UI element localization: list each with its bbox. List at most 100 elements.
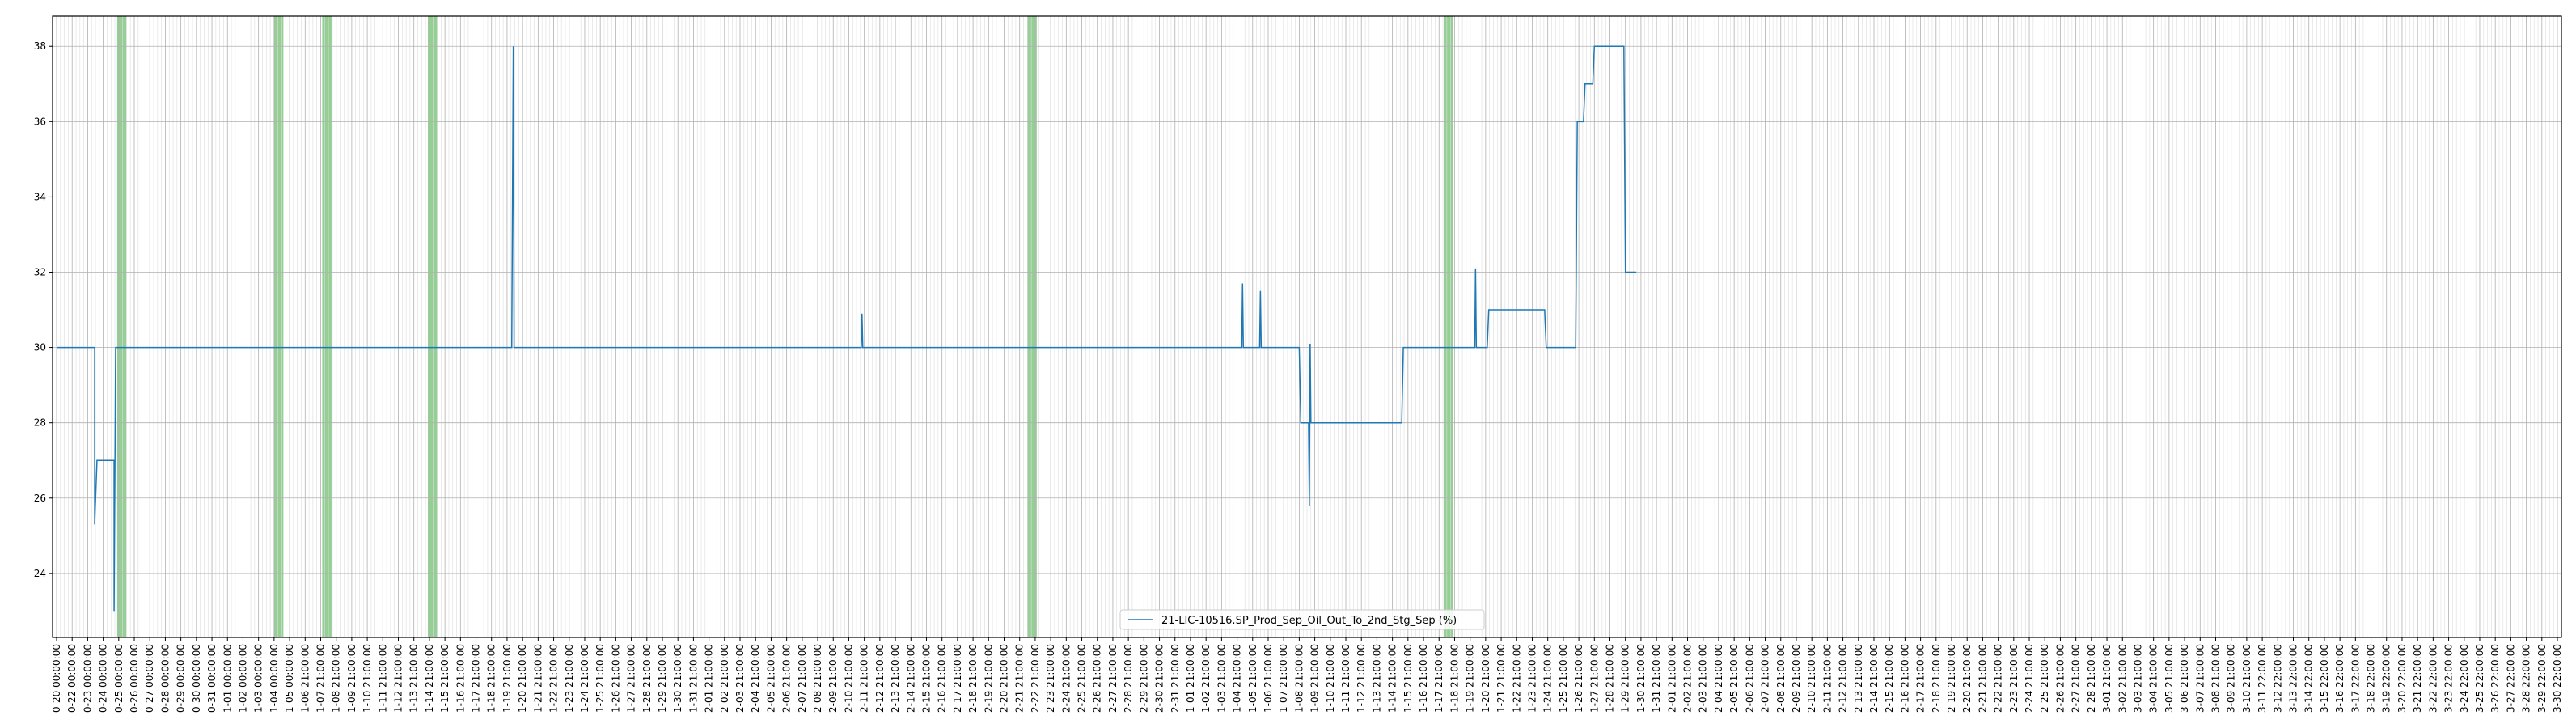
x-tick-label: 1-07 21:00:00	[1278, 644, 1289, 713]
x-tick-label: 1-01 21:00:00	[1185, 644, 1196, 713]
x-tick-label: 3-11 22:00:00	[2257, 644, 2268, 713]
x-tick-label: 0-25 00:00:00	[113, 644, 125, 713]
x-tick-label: 0-28 00:00:00	[159, 644, 171, 713]
x-tick-label: 3-02 21:00:00	[2117, 644, 2128, 713]
x-tick-label: 1-29 21:00:00	[1620, 644, 1631, 713]
x-tick-label: 0-27 00:00:00	[144, 644, 155, 713]
x-tick-label: 2-02 21:00:00	[719, 644, 730, 713]
x-tick-label: 3-01 21:00:00	[2101, 644, 2113, 713]
x-tick-label: 3-10 21:00:00	[2241, 644, 2252, 713]
x-tick-label: 2-07 21:00:00	[797, 644, 808, 713]
x-tick-label: 3-29 22:00:00	[2536, 644, 2548, 713]
x-tick-label: 1-22 21:00:00	[1511, 644, 1522, 713]
x-tick-label: 3-16 22:00:00	[2334, 644, 2345, 713]
x-tick-label: 2-04 21:00:00	[750, 644, 761, 713]
x-tick-label: 1-14 21:00:00	[424, 644, 435, 713]
x-tick-label: 2-30 21:00:00	[1154, 644, 1165, 713]
x-tick-label: 2-27 21:00:00	[1107, 644, 1119, 713]
x-tick-label: 2-06 21:00:00	[1744, 644, 1755, 713]
x-tick-label: 2-29 21:00:00	[1138, 644, 1149, 713]
x-tick-label: 3-18 22:00:00	[2366, 644, 2377, 713]
x-tick-label: 1-13 21:00:00	[408, 644, 420, 713]
shaded-region	[1027, 16, 1037, 637]
x-tick-label: 1-11 21:00:00	[1340, 644, 1351, 713]
x-tick-label: 1-07 21:00:00	[315, 644, 326, 713]
x-tick-label: 2-08 21:00:00	[1775, 644, 1787, 713]
x-tick-label: 2-02 21:00:00	[1682, 644, 1694, 713]
x-tick-label: 1-19 21:00:00	[501, 644, 513, 713]
x-tick-label: 1-18 21:00:00	[1449, 644, 1460, 713]
x-tick-label: 2-27 21:00:00	[2071, 644, 2082, 713]
x-tick-label: 0-30 00:00:00	[191, 644, 202, 713]
x-tick-label: 0-22 00:00:00	[66, 644, 78, 713]
x-tick-label: 0-23 00:00:00	[82, 644, 93, 713]
legend-label: 21-LIC-10516.SP_Prod_Sep_Oil_Out_To_2nd_…	[1161, 615, 1457, 627]
y-tick-label: 34	[34, 191, 46, 202]
x-tick-label: 2-24 21:00:00	[1060, 644, 1072, 713]
x-tick-label: 2-18 21:00:00	[1931, 644, 1942, 713]
x-tick-label: 0-24 00:00:00	[98, 644, 109, 713]
x-tick-label: 2-25 21:00:00	[1077, 644, 1088, 713]
x-tick-label: 3-17 22:00:00	[2350, 644, 2361, 713]
y-tick-label: 30	[34, 342, 46, 353]
x-tick-label: 1-26 21:00:00	[1573, 644, 1584, 713]
x-tick-label: 2-04 21:00:00	[1713, 644, 1724, 713]
x-tick-label: 0-29 00:00:00	[176, 644, 187, 713]
x-tick-label: 3-25 22:00:00	[2474, 644, 2485, 713]
x-tick-label: 1-20 21:00:00	[1480, 644, 1491, 713]
x-tick-label: 1-26 21:00:00	[610, 644, 621, 713]
shaded-region	[116, 16, 127, 637]
x-tick-label: 1-18 21:00:00	[486, 644, 497, 713]
x-tick-label: 2-09 21:00:00	[827, 644, 839, 713]
x-tick-label: 2-15 21:00:00	[920, 644, 932, 713]
x-tick-label: 3-30 22:00:00	[2552, 644, 2563, 713]
shaded-region	[273, 16, 284, 637]
x-tick-label: 2-10 21:00:00	[1806, 644, 1817, 713]
x-tick-label: 1-06 21:00:00	[1263, 644, 1274, 713]
y-tick-label: 24	[34, 568, 46, 579]
x-tick-label: 1-15 21:00:00	[1402, 644, 1414, 713]
x-tick-label: 1-17 21:00:00	[1433, 644, 1445, 713]
x-tick-label: 1-27 21:00:00	[626, 644, 637, 713]
grid	[53, 16, 2561, 637]
x-tick-label: 2-21 21:00:00	[1977, 644, 1988, 713]
x-tick-label: 2-18 21:00:00	[967, 644, 979, 713]
x-tick-label: 1-09 21:00:00	[346, 644, 357, 713]
x-tick-label: 2-17 21:00:00	[1915, 644, 1927, 713]
x-tick-label: 3-26 22:00:00	[2489, 644, 2501, 713]
x-tick-label: 1-11 21:00:00	[377, 644, 388, 713]
x-tick-label: 3-19 22:00:00	[2381, 644, 2392, 713]
x-tick-label: 1-14 21:00:00	[1387, 644, 1398, 713]
x-tick-label: 2-12 21:00:00	[1838, 644, 1849, 713]
x-tick-label: 1-12 21:00:00	[1356, 644, 1367, 713]
shaded-region	[427, 16, 438, 637]
x-tick-label: 3-24 22:00:00	[2459, 644, 2470, 713]
x-tick-label: 2-06 21:00:00	[781, 644, 793, 713]
x-tick-label: 0-20 00:00:00	[51, 644, 62, 713]
x-tick-label: 3-04 21:00:00	[2148, 644, 2159, 713]
plot-frame	[52, 15, 2562, 638]
shaded-region	[322, 16, 332, 637]
x-tick-label: 1-23 21:00:00	[1526, 644, 1538, 713]
y-tick-label: 26	[34, 493, 46, 504]
x-tick-label: 3-08 21:00:00	[2210, 644, 2221, 713]
x-tick-label: 3-06 21:00:00	[2179, 644, 2190, 713]
x-tick-label: 2-16 21:00:00	[1899, 644, 1910, 713]
x-tick-label: 1-05 00:00:00	[284, 644, 295, 713]
x-tick-label: 1-20 21:00:00	[517, 644, 528, 713]
x-tick-label: 2-22 21:00:00	[1993, 644, 2004, 713]
x-tick-label: 2-26 21:00:00	[2054, 644, 2066, 713]
x-tick-label: 1-24 21:00:00	[579, 644, 590, 713]
x-tick-label: 2-09 21:00:00	[1791, 644, 1802, 713]
x-tick-label: 3-12 22:00:00	[2272, 644, 2283, 713]
x-tick-label: 1-04 21:00:00	[1232, 644, 1243, 713]
x-tick-label: 2-08 21:00:00	[812, 644, 823, 713]
x-tick-label: 2-11 21:00:00	[859, 644, 870, 713]
x-tick-label: 2-05 21:00:00	[1728, 644, 1740, 713]
x-tick-label: 3-05 21:00:00	[2164, 644, 2175, 713]
x-tick-label: 1-03 21:00:00	[1216, 644, 1227, 713]
x-tick-label: 3-15 22:00:00	[2319, 644, 2330, 713]
x-tick-label: 1-06 21:00:00	[299, 644, 311, 713]
x-tick-label: 2-24 21:00:00	[2024, 644, 2035, 713]
